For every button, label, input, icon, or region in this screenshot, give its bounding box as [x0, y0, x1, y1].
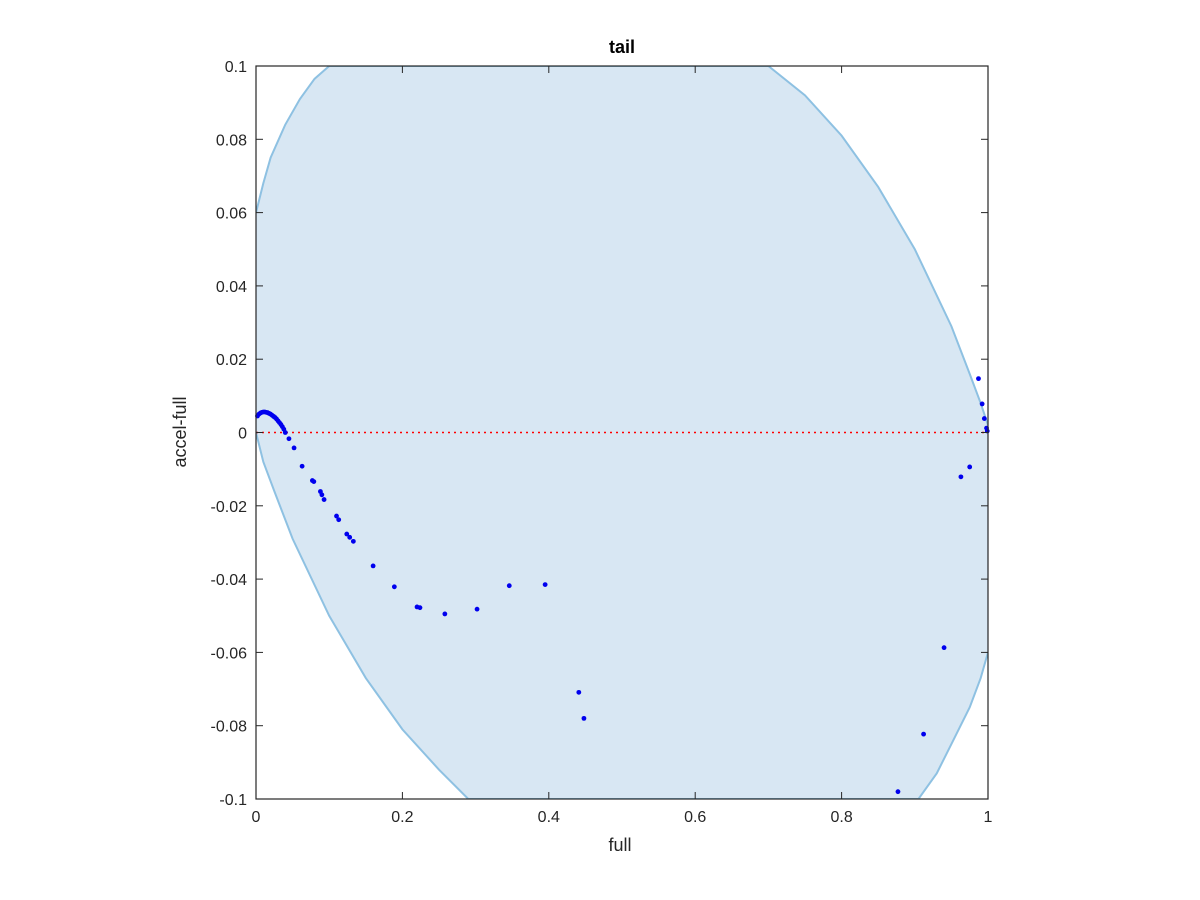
- data-point-36: [417, 605, 423, 611]
- x-axis-title: full: [608, 835, 631, 855]
- data-point-44: [921, 731, 926, 737]
- data-point-45: [941, 645, 947, 651]
- data-point-27: [321, 497, 327, 502]
- data-point-30: [344, 531, 350, 537]
- y-tick-label-5: 0: [238, 426, 247, 443]
- data-point-31: [347, 534, 353, 540]
- data-point-40: [542, 582, 548, 587]
- data-point-22: [299, 463, 305, 469]
- data-point-32: [350, 538, 356, 544]
- region-lower-boundary: [256, 432, 988, 799]
- y-tick-label-1: -0.08: [211, 719, 248, 736]
- data-point-34: [391, 584, 397, 590]
- data-point-21: [291, 445, 297, 451]
- y-axis-title: accel-full: [170, 396, 190, 467]
- y-tick-label-8: 0.06: [216, 206, 247, 223]
- y-tick-label-0: -0.1: [219, 792, 247, 809]
- y-tick-label-2: -0.06: [211, 645, 248, 662]
- y-tick-label-3: -0.04: [211, 572, 248, 589]
- x-tick-label-4: 0.8: [830, 809, 852, 826]
- x-tick-label-1: 0.2: [391, 809, 413, 826]
- data-point-19: [282, 430, 288, 435]
- data-point-38: [474, 606, 480, 612]
- data-point-47: [967, 464, 973, 470]
- y-tick-label-6: 0.02: [216, 352, 247, 369]
- data-point-24: [311, 479, 317, 485]
- data-point-41: [576, 689, 582, 695]
- y-tick-label-4: -0.02: [211, 499, 248, 516]
- data-point-42: [581, 715, 587, 721]
- data-point-50: [981, 416, 987, 421]
- data-point-28: [334, 513, 339, 519]
- region-upper-boundary: [256, 66, 988, 426]
- data-point-20: [286, 436, 292, 442]
- y-tick-label-7: 0.04: [216, 279, 247, 296]
- data-point-49: [979, 401, 985, 407]
- data-point-48: [976, 376, 981, 382]
- chart-title: tail: [609, 37, 635, 57]
- x-tick-label-3: 0.6: [684, 809, 706, 826]
- x-tick-label-2: 0.4: [538, 809, 560, 826]
- data-point-43: [895, 789, 901, 795]
- x-tick-label-5: 1: [984, 809, 993, 826]
- data-point-39: [506, 583, 512, 589]
- y-tick-label-9: 0.08: [216, 132, 247, 149]
- x-tick-label-0: 0: [252, 809, 261, 826]
- data-point-33: [370, 563, 376, 569]
- data-point-29: [336, 517, 342, 523]
- y-tick-label-10: 0.1: [225, 59, 247, 76]
- data-point-37: [442, 611, 448, 617]
- data-point-26: [319, 492, 325, 498]
- data-point-46: [958, 474, 964, 480]
